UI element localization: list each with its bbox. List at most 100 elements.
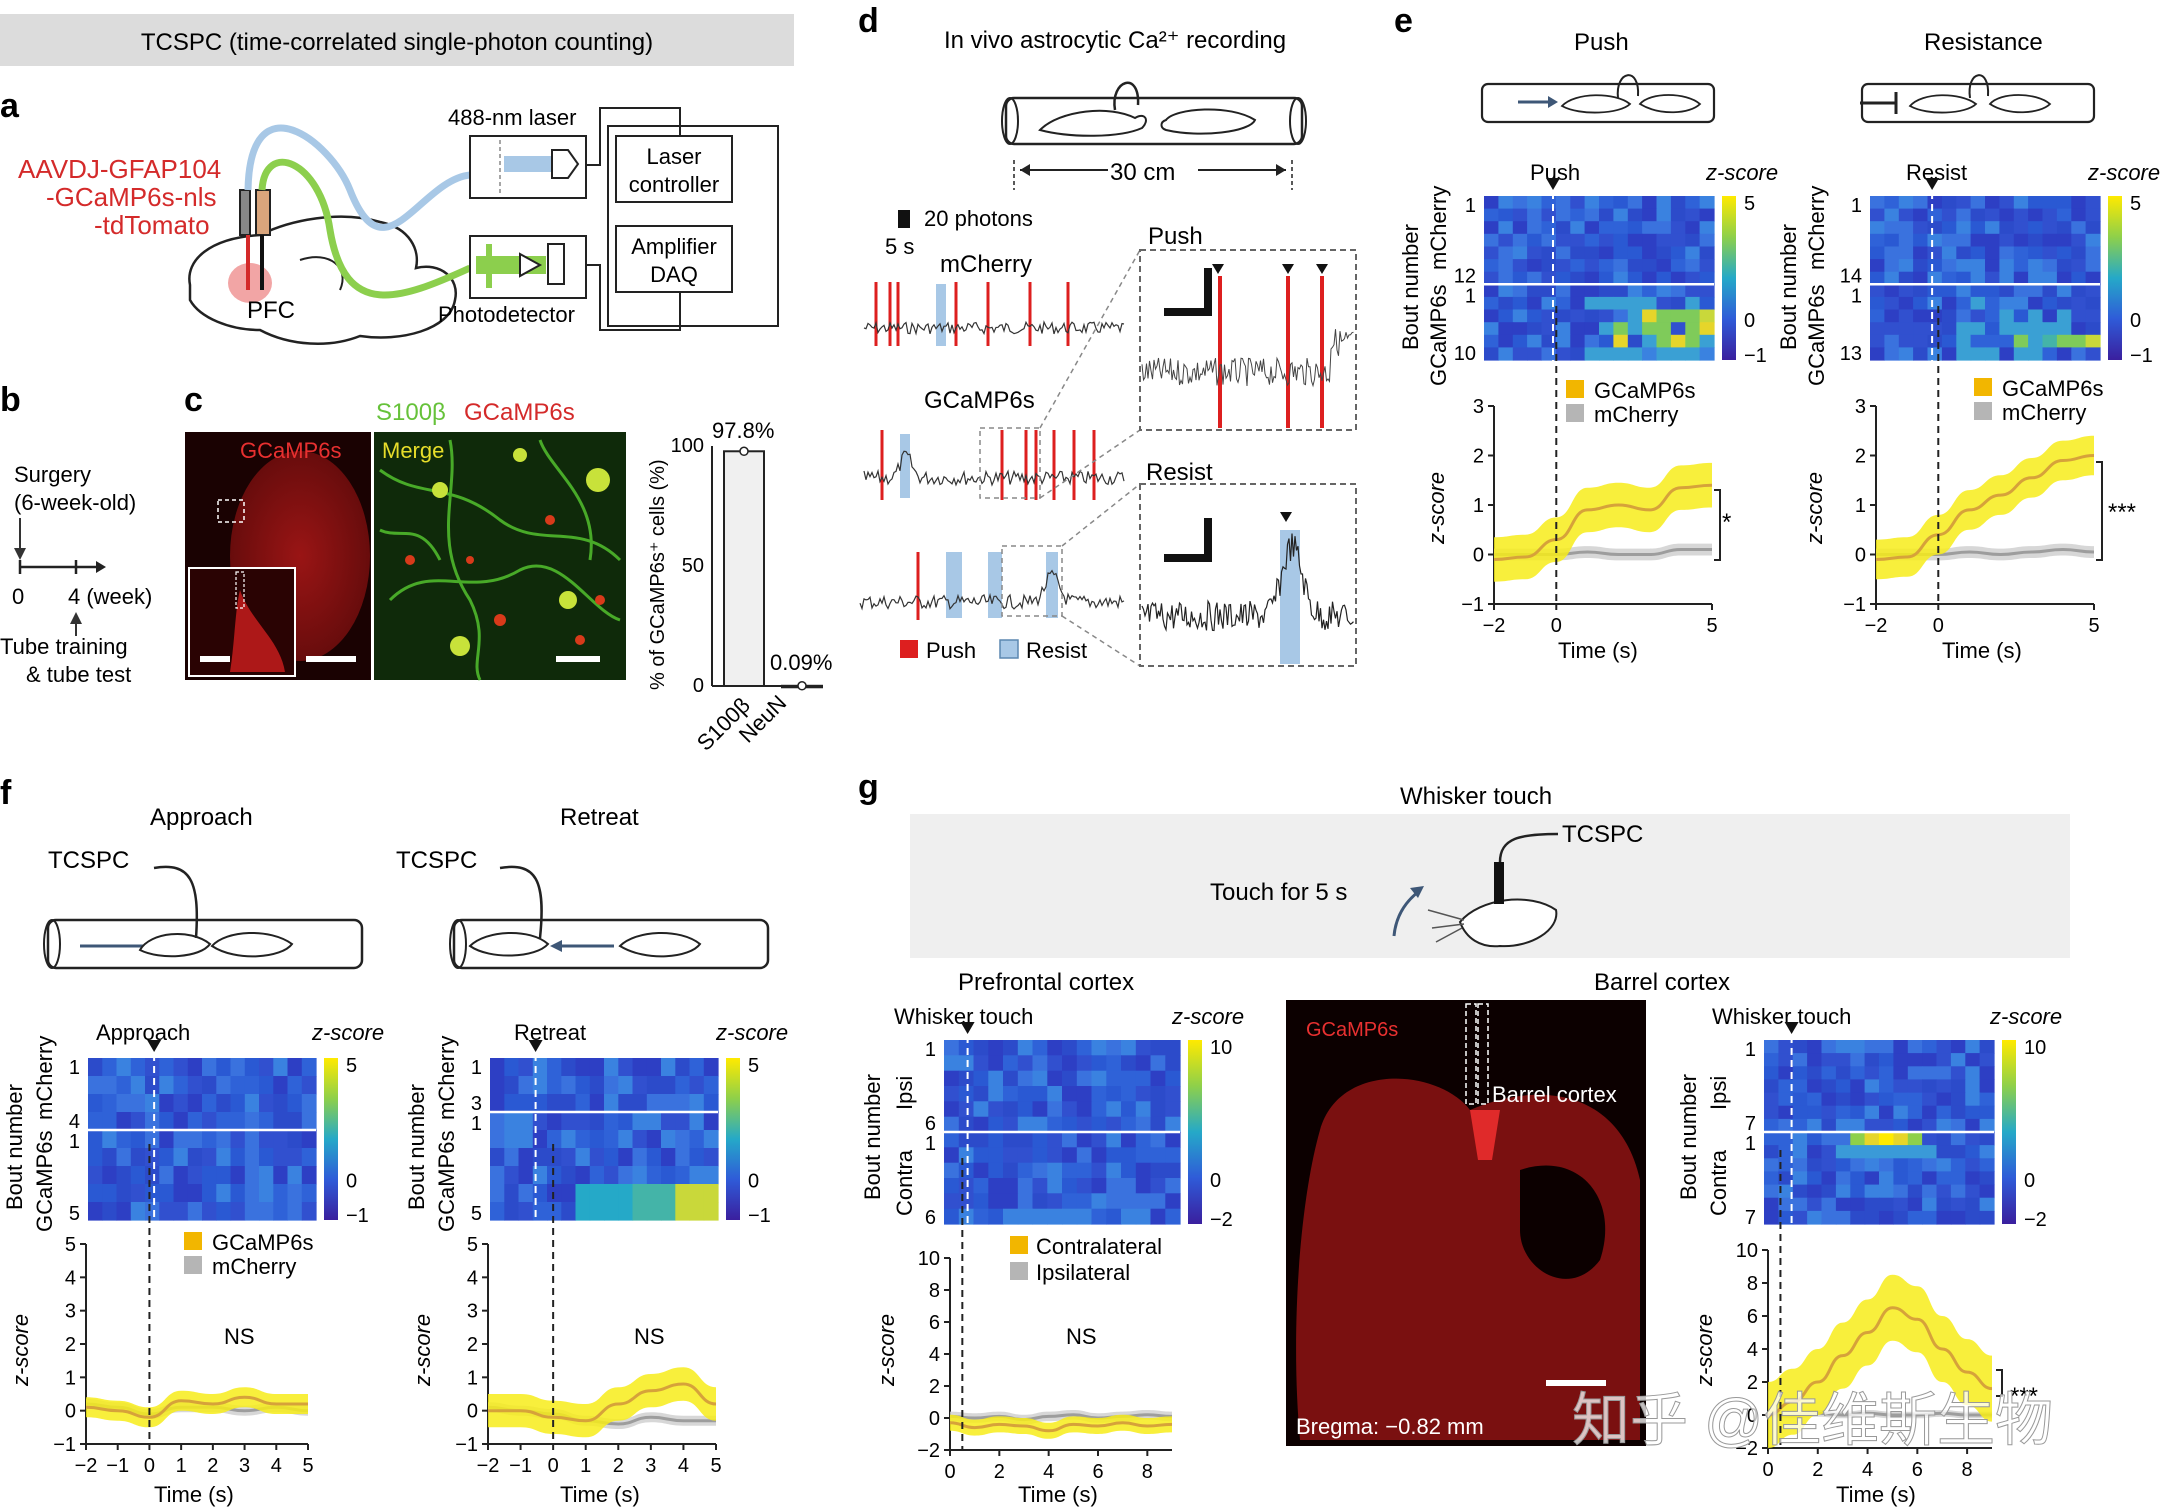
heat-cell: [589, 1112, 605, 1131]
heat-cell: [1965, 1145, 1981, 1159]
svg-text:z-score: z-score: [715, 1020, 788, 1045]
heat-cell: [1764, 1079, 1779, 1094]
heat-cell: [1685, 322, 1701, 336]
heat-cell: [504, 1166, 520, 1185]
heat-cell: [2042, 196, 2058, 210]
heat-cell: [1062, 1040, 1078, 1056]
x-tick-label: 1: [176, 1455, 187, 1477]
heat-cell: [1835, 1079, 1851, 1094]
heat-cell: [1821, 1105, 1837, 1120]
heat-cell: [230, 1076, 246, 1095]
heat-cell: [1893, 1118, 1909, 1133]
heat-cell: [1670, 259, 1686, 273]
heat-cell: [1047, 1101, 1063, 1118]
heat-cell: [1570, 347, 1586, 361]
heat-cell: [1165, 1040, 1181, 1056]
heat-cell: [547, 1094, 562, 1113]
heat-cell: [1965, 1171, 1981, 1186]
heat-cell: [259, 1166, 274, 1185]
heat-cell: [1965, 1040, 1981, 1054]
heat-cell: [1613, 259, 1629, 273]
heat-cell: [1584, 296, 1600, 311]
y-tick-label: −2: [917, 1440, 940, 1462]
heat-cell: [1922, 1053, 1938, 1067]
heat-cell: [244, 1094, 260, 1113]
heat-cell: [703, 1202, 719, 1221]
heat-cell: [1032, 1086, 1048, 1102]
heat-cell: [1627, 259, 1643, 273]
heat-cell: [1950, 1171, 1966, 1186]
heat-cell: [1584, 221, 1600, 235]
panel-label-g: g: [858, 768, 879, 806]
heat-cell: [1527, 221, 1543, 235]
heat-cell: [1764, 1132, 1779, 1146]
heat-cell: [1764, 1158, 1779, 1172]
heat-cell: [1670, 246, 1686, 260]
heat-cell: [244, 1184, 260, 1203]
heat-cell: [1941, 271, 1957, 285]
heat-cell: [159, 1112, 175, 1131]
heat-cell: [1685, 196, 1701, 210]
heat-cell: [2042, 233, 2058, 247]
heat-cell: [2013, 196, 2029, 210]
colorbar-tick: 5: [346, 1055, 357, 1077]
heat-cell: [1792, 1105, 1808, 1120]
heat-cell: [2013, 309, 2029, 323]
heat-cell: [1907, 1105, 1923, 1120]
heat-cell: [1685, 309, 1701, 323]
zoom-push-box: [1139, 249, 1357, 431]
heat-cell: [145, 1184, 160, 1203]
heat-cell: [244, 1130, 260, 1149]
heat-cell: [1821, 1145, 1837, 1159]
heat-cell: [1656, 259, 1672, 273]
heat-cell: [1936, 1079, 1952, 1094]
heat-cell: [130, 1112, 146, 1131]
heat-cell: [1570, 259, 1586, 273]
heat-cell: [547, 1184, 562, 1203]
heat-cell: [202, 1058, 217, 1077]
heat-cell: [1685, 284, 1701, 298]
heat-cell: [2028, 246, 2044, 260]
svg-text:Touch for 5 s: Touch for 5 s: [1210, 879, 1347, 906]
heat-cell: [944, 1086, 960, 1102]
colorbar-tick: 10: [1210, 1037, 1232, 1059]
heat-cell: [973, 1070, 989, 1087]
heat-cell: [1498, 221, 1514, 235]
heat-cell: [1017, 1086, 1034, 1102]
heat-cell: [1121, 1132, 1137, 1148]
heat-cell: [216, 1166, 232, 1185]
heat-cell: [216, 1202, 232, 1221]
heat-cell: [1970, 233, 1986, 247]
heat-cell: [244, 1058, 260, 1077]
heat-cell: [1764, 1118, 1779, 1133]
heat-cell: [1835, 1040, 1851, 1054]
heat-cell: [1555, 233, 1571, 247]
heat-cell: [1864, 1079, 1880, 1094]
heat-cell: [1898, 246, 1914, 260]
series-Contralateral: [1767, 1306, 1993, 1417]
heat-cell: [1670, 208, 1686, 222]
heat-cell: [1541, 309, 1557, 323]
heat-cell: [2056, 233, 2072, 247]
heat-cell: [1498, 284, 1514, 298]
heat-cell: [159, 1202, 175, 1221]
heat-row-label: 4: [69, 1111, 80, 1133]
svg-text:Amplifier: Amplifier: [631, 234, 717, 259]
heat-cell: [1922, 1079, 1938, 1094]
heat-cell: [1570, 334, 1586, 348]
heat-cell: [1541, 284, 1557, 298]
heat-cell: [1792, 1210, 1808, 1225]
heat-cell: [1965, 1066, 1981, 1080]
heat-cell: [2071, 284, 2087, 298]
heat-cell: [973, 1055, 989, 1072]
heat-cell: [1165, 1070, 1181, 1087]
heat-row-label: 1: [1465, 195, 1476, 217]
heat-cell: [259, 1112, 274, 1131]
heat-cell: [173, 1112, 189, 1131]
heat-cell: [1642, 196, 1658, 210]
heat-cell: [1821, 1092, 1837, 1107]
colorbar-tick: 0: [2130, 310, 2141, 332]
heat-cell: [88, 1184, 103, 1203]
bar-S100β: [723, 450, 765, 687]
